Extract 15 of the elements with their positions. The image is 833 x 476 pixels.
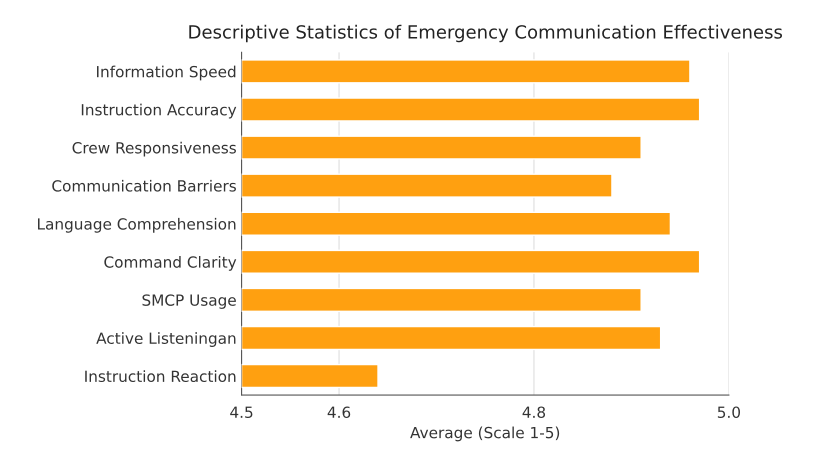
y-tick-label: Language Comprehension [38,218,236,233]
x-axis-title: Average (Scale 1-5) [410,426,560,442]
x-tick-label: 5.0 [718,406,740,418]
x-tick-label: 4.8 [522,406,546,418]
y-tick-label: Instruction Accuracy [82,104,236,118]
y-tick-label: Active Listeningan [96,332,236,347]
chart-title: Descriptive Statistics of Emergency Communication Effectiveness [189,24,782,42]
y-tick-label: Communication Barriers [52,180,236,192]
y-tick-label: Instruction Reaction [85,370,236,382]
y-tick-label: SMCP Usage [142,294,236,309]
y-tick-label: Command Clarity [104,256,236,271]
x-tick-label: 4.5 [230,406,252,418]
x-tick-label: 4.6 [328,406,350,418]
y-tick-label: Crew Responsiveness [72,142,236,157]
y-tick-label: Information Speed [97,66,236,80]
